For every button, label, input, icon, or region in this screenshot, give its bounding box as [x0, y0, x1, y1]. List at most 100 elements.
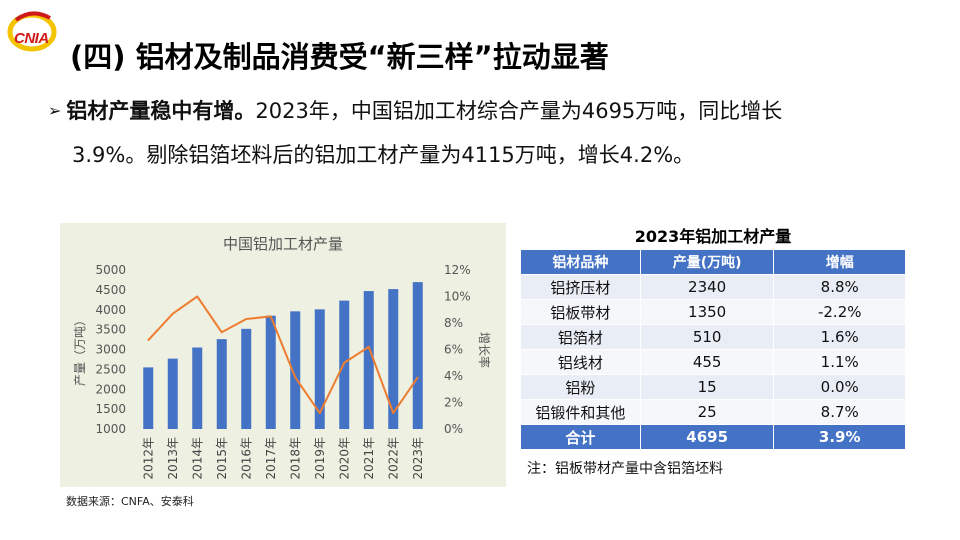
growth-point: [318, 412, 321, 414]
x-tick-label: 2018年: [288, 437, 302, 480]
growth-point: [147, 339, 150, 342]
growth-point: [343, 361, 346, 364]
table-total-cell: 合计: [520, 424, 641, 450]
source-note: 数据来源：CNFA、安泰科: [66, 495, 194, 508]
table-row: 铝箔材 510 1.6%: [520, 324, 906, 350]
page-title: (四) 铝材及制品消费受“新三样”拉动显著: [70, 40, 609, 74]
table-cell: 1.6%: [773, 324, 906, 350]
x-tick-label: 2017年: [264, 437, 278, 480]
cnia-logo-icon: [7, 11, 57, 52]
bullet-line-2: 3.9%。剔除铝箔坯料后的铝加工材产量为4115万吨，增长4.2%。: [72, 143, 695, 167]
table-total-cell: 4695: [639, 424, 775, 450]
y-axis-label: 产量（万吨）: [73, 314, 87, 386]
bar: [290, 311, 301, 429]
table-cell: 455: [639, 349, 775, 375]
table-cell: 铝线材: [520, 349, 641, 375]
x-tick-label: 2013年: [166, 437, 180, 480]
x-tick-label: 2023年: [411, 437, 425, 480]
table-note: 注：铝板带材产量中含铝箔坯料: [527, 461, 723, 477]
x-tick-label: 2016年: [239, 437, 253, 480]
table-row: 铝粉 15 0.0%: [520, 374, 906, 400]
bar: [265, 315, 276, 429]
growth-point: [416, 376, 419, 379]
table-cell: 0.0%: [773, 374, 906, 400]
x-tick-label: 2012年: [141, 437, 155, 480]
bullet-text: 2023年，中国铝加工材综合产量为4695万吨，同比增长: [255, 99, 783, 123]
growth-point: [171, 312, 174, 315]
y2-tick-label: 4%: [444, 369, 463, 383]
table-header-row: 铝材品种 产量(万吨) 增幅: [520, 249, 906, 275]
bar: [167, 358, 178, 429]
growth-point: [196, 295, 199, 298]
table-row: 铝锻件和其他 25 8.7%: [520, 399, 906, 425]
logo-text: CNIA: [14, 30, 49, 47]
bar: [192, 347, 203, 429]
bar: [363, 291, 374, 429]
y-tick-label: 4500: [95, 283, 126, 297]
y2-tick-label: 6%: [444, 343, 463, 357]
growth-point: [269, 315, 272, 318]
table-row: 铝板带材 1350 -2.2%: [520, 299, 906, 325]
table-header-cell: 铝材品种: [520, 249, 641, 275]
table-cell: 8.8%: [773, 274, 906, 300]
bar: [314, 309, 325, 429]
y-tick-label: 2000: [95, 382, 126, 396]
table-header-cell: 产量(万吨): [639, 249, 775, 275]
chart-panel: 中国铝加工材产量 5000 4500 4000 3500 3000 2500 2000 150…: [60, 223, 506, 487]
table-cell: 510: [639, 324, 775, 350]
x-tick-label: 2021年: [362, 437, 376, 480]
table-cell: 15: [639, 374, 775, 400]
bar: [241, 328, 252, 429]
bar: [388, 289, 399, 429]
y-tick-label: 1500: [95, 402, 126, 416]
table-cell: 铝粉: [520, 374, 641, 400]
y-tick-label: 3000: [95, 343, 126, 357]
y-tick-label: 5000: [95, 263, 126, 277]
x-tick-label: 2019年: [313, 437, 327, 480]
y-tick-label: 3500: [95, 323, 126, 337]
table-cell: -2.2%: [773, 299, 906, 325]
y2-tick-label: 12%: [444, 263, 471, 277]
y2-axis-label: 增长率: [477, 332, 492, 368]
table-row: 铝线材 455 1.1%: [520, 349, 906, 375]
y-tick-label: 2500: [95, 362, 126, 376]
chart-title: 中国铝加工材产量: [223, 235, 343, 253]
x-tick-label: 2014年: [190, 437, 204, 480]
y2-tick-label: 2%: [444, 396, 463, 410]
growth-point: [392, 412, 395, 414]
table-row: 铝挤压材 2340 8.8%: [520, 274, 906, 300]
growth-point: [245, 318, 248, 320]
table-total-row: 合计 4695 3.9%: [520, 424, 906, 450]
y2-tick-label: 0%: [444, 422, 463, 436]
table-cell: 8.7%: [773, 399, 906, 425]
bullet-line-1: ➢ 铝材产量稳中有增。2023年，中国铝加工材综合产量为4695万吨，同比增长: [48, 95, 782, 125]
table-cell: 铝板带材: [520, 299, 641, 325]
x-tick-label: 2020年: [337, 437, 351, 480]
table-cell: 铝挤压材: [520, 274, 641, 300]
bar: [412, 282, 423, 429]
y2-tick-label: 10%: [444, 290, 471, 304]
table-header-cell: 增幅: [773, 249, 906, 275]
table-title: 2023年铝加工材产量: [634, 227, 792, 246]
bullet-arrow-icon: ➢: [48, 101, 62, 120]
table-cell: 铝箔材: [520, 324, 641, 350]
table-cell: 1.1%: [773, 349, 906, 375]
growth-point: [294, 376, 297, 379]
bullet-bold-text: 铝材产量稳中有增。: [66, 99, 256, 123]
bar: [143, 367, 154, 429]
growth-point: [367, 346, 370, 348]
table-cell: 铝锻件和其他: [520, 399, 641, 425]
y2-tick-label: 8%: [444, 316, 463, 330]
table-total-cell: 3.9%: [773, 424, 906, 450]
x-tick-label: 2022年: [386, 437, 400, 480]
table-cell: 1350: [639, 299, 775, 325]
x-tick-label: 2015年: [215, 437, 229, 480]
y-tick-label: 4000: [95, 303, 126, 317]
growth-line: [147, 295, 419, 415]
table-cell: 2340: [639, 274, 775, 300]
production-table: 铝材品种 产量(万吨) 增幅 铝挤压材 2340 8.8% 铝板带材 1350 …: [520, 249, 906, 450]
production-chart: 中国铝加工材产量 5000 4500 4000 3500 3000 2500 2000 150…: [73, 235, 492, 480]
table-cell: 25: [639, 399, 775, 425]
bar: [216, 339, 227, 429]
y-tick-label: 1000: [95, 422, 126, 436]
